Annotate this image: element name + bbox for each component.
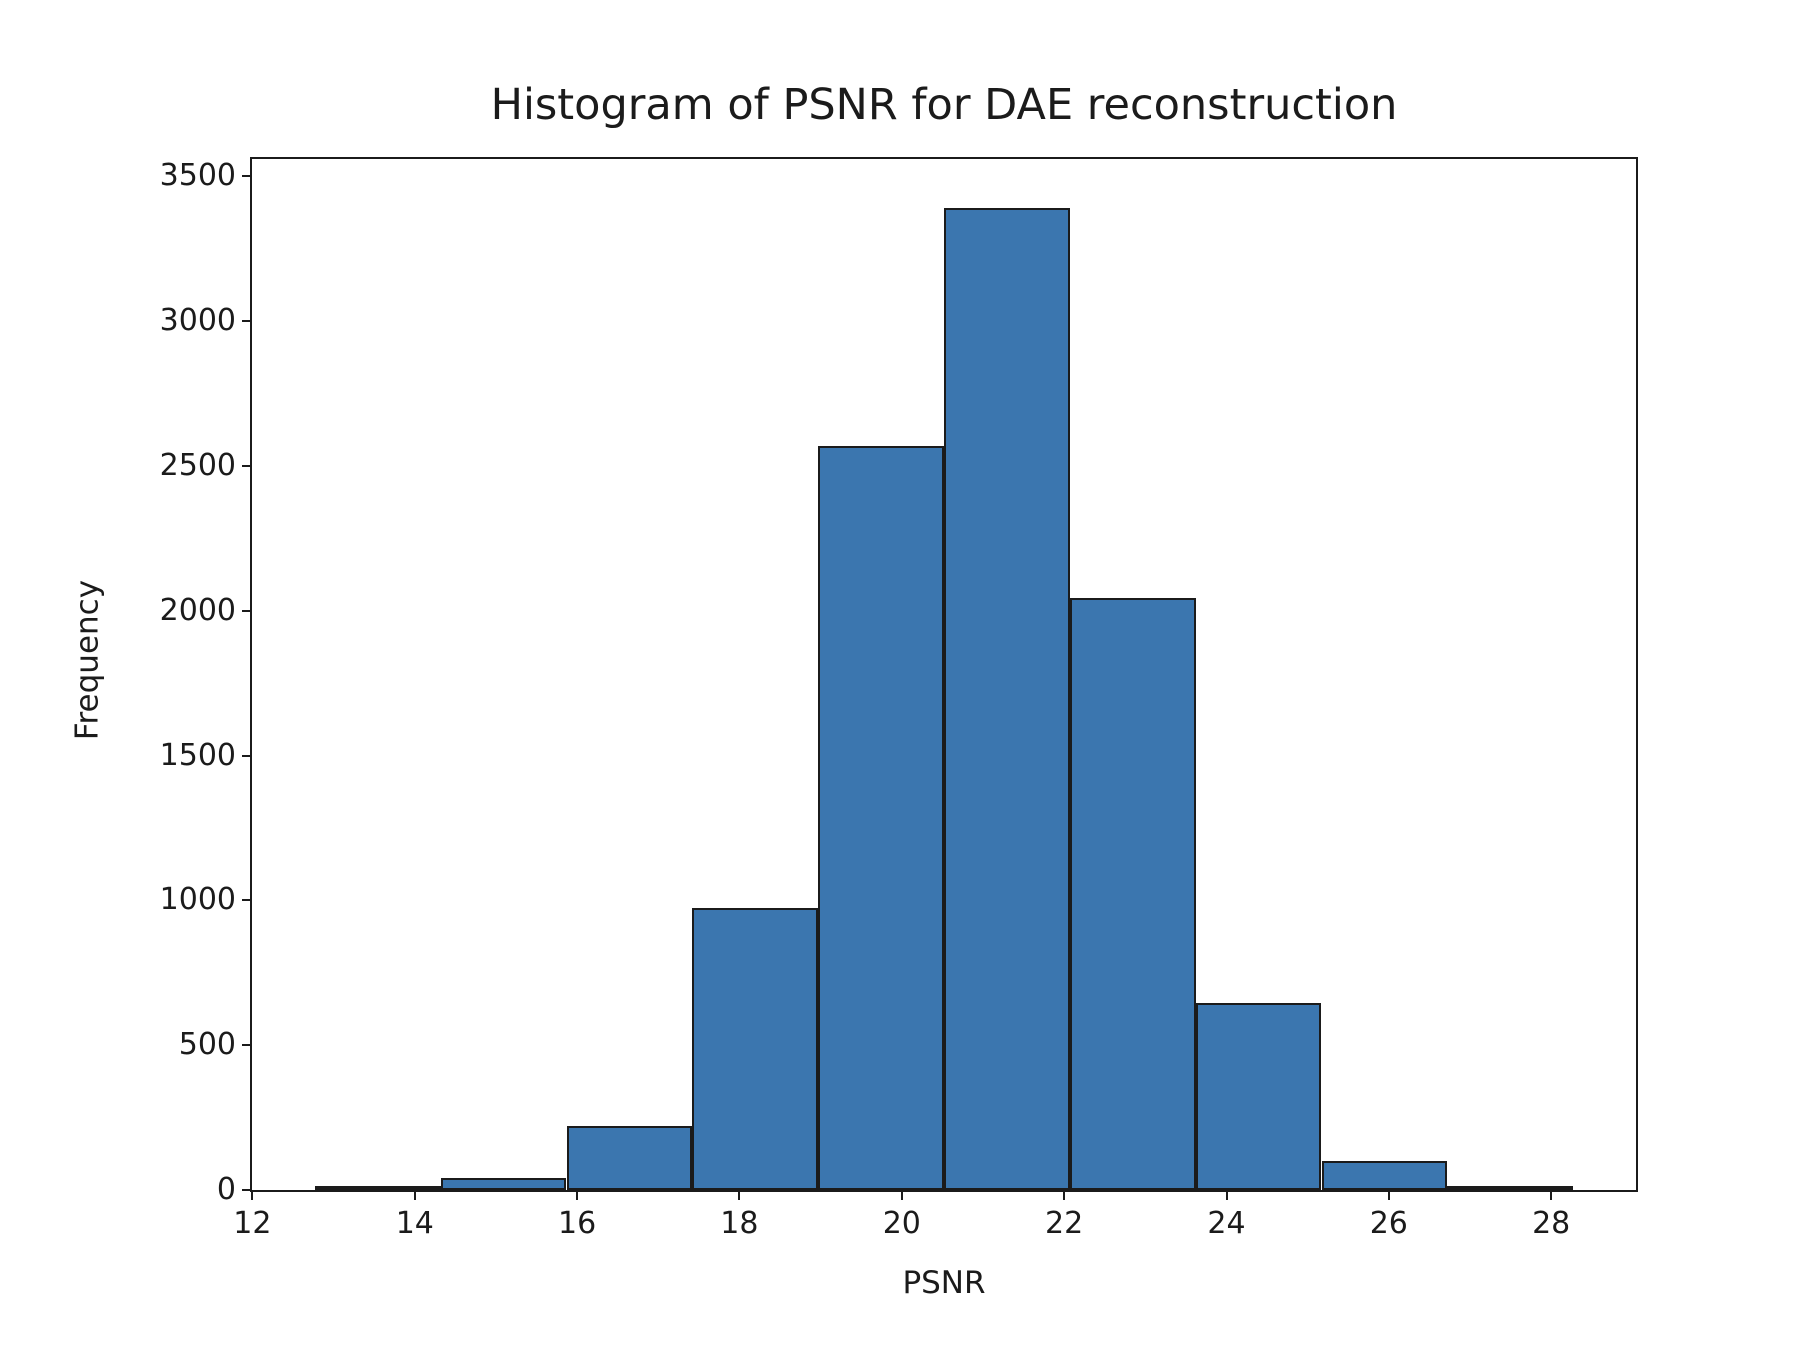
- histogram-bar: [566, 1126, 693, 1190]
- x-tick-mark: [1387, 1190, 1390, 1200]
- x-tick-label: 26: [1369, 1206, 1408, 1241]
- y-tick-mark: [242, 1044, 252, 1047]
- x-tick-mark: [900, 1190, 903, 1200]
- x-tick-label: 18: [720, 1206, 759, 1241]
- x-tick-mark: [251, 1190, 254, 1200]
- x-tick-mark: [1063, 1190, 1066, 1200]
- chart-title: Histogram of PSNR for DAE reconstruction: [490, 80, 1398, 130]
- y-tick-label: 3500: [159, 158, 236, 194]
- y-tick-mark: [242, 465, 252, 467]
- histogram-bar: [1321, 1161, 1448, 1190]
- y-tick-label: 2500: [159, 448, 236, 483]
- y-tick-label: 1000: [159, 882, 236, 918]
- y-tick-mark: [242, 754, 252, 757]
- x-tick-label: 24: [1207, 1206, 1246, 1241]
- y-tick-label: 2000: [159, 592, 236, 628]
- y-tick-label: 3000: [159, 303, 236, 339]
- x-tick-label: 20: [882, 1206, 921, 1241]
- histogram-bar: [1069, 597, 1196, 1190]
- y-tick-mark: [242, 1189, 252, 1191]
- histogram-bar: [944, 208, 1070, 1190]
- x-tick-label: 28: [1532, 1206, 1571, 1241]
- bars-layer: [252, 159, 1636, 1190]
- histogram-bar: [818, 445, 944, 1190]
- x-tick-label: 16: [558, 1206, 597, 1241]
- x-tick-label: 12: [233, 1206, 272, 1241]
- y-tick-mark: [242, 609, 252, 612]
- x-tick-mark: [576, 1190, 579, 1200]
- x-tick-mark: [738, 1190, 741, 1200]
- x-axis: 12 14 16 18 20 22 24 26 28: [233, 159, 1636, 1241]
- y-tick-mark: [242, 899, 252, 902]
- histogram-bar: [692, 907, 819, 1190]
- y-tick-label: 500: [178, 1027, 236, 1063]
- x-tick-mark: [1550, 1190, 1553, 1200]
- x-tick-label: 14: [395, 1206, 434, 1241]
- x-tick-mark: [413, 1190, 416, 1200]
- y-axis-label: Frequency: [69, 579, 106, 741]
- y-tick-label: 1500: [159, 737, 236, 773]
- histogram-bar: [440, 1178, 567, 1190]
- histogram-bar: [314, 1186, 441, 1190]
- y-axis: 0 500 1000 1500 2000 2500 3000 3500: [160, 159, 1636, 1205]
- y-tick-label: 0: [216, 1172, 236, 1207]
- x-axis-label: PSNR: [902, 1265, 986, 1301]
- histogram-bar: [1447, 1186, 1574, 1190]
- x-tick-mark: [1225, 1190, 1228, 1200]
- x-tick-label: 22: [1045, 1206, 1084, 1241]
- y-tick-mark: [242, 320, 252, 323]
- plot-area: 12 14 16 18 20 22 24 26 28 0 500 1000 1500 2000 2500 3…: [160, 157, 1638, 1241]
- histogram-bar: [1195, 1003, 1322, 1190]
- y-tick-mark: [242, 175, 252, 178]
